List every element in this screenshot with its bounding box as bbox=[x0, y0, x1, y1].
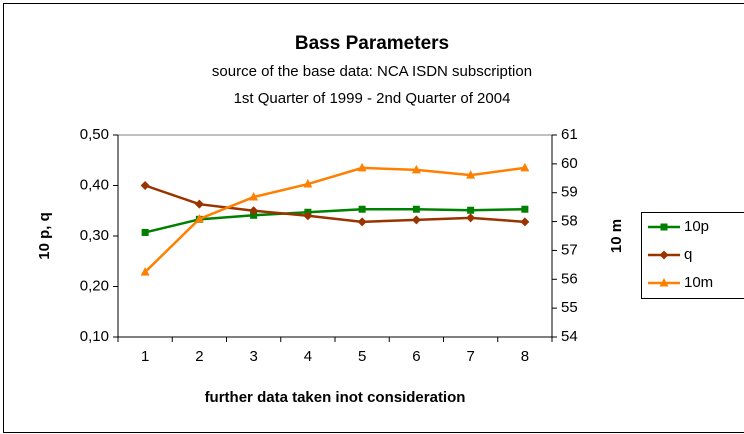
legend-label: q bbox=[684, 246, 692, 263]
chart-title: Bass Parameters bbox=[295, 33, 449, 54]
marker bbox=[659, 250, 669, 260]
marker bbox=[660, 223, 668, 231]
marker bbox=[466, 170, 476, 179]
y2-tick-label: 59 bbox=[561, 184, 578, 201]
marker bbox=[521, 205, 529, 213]
y2-tick-label: 54 bbox=[561, 328, 578, 345]
marker bbox=[303, 179, 313, 188]
x-tick-label: 5 bbox=[358, 348, 366, 365]
y-tick-label: 0,20 bbox=[80, 277, 109, 294]
marker bbox=[140, 267, 150, 276]
marker bbox=[141, 228, 149, 236]
x-tick-label: 2 bbox=[195, 348, 203, 365]
x-tick-label: 8 bbox=[521, 348, 529, 365]
x-tick-label: 3 bbox=[249, 348, 257, 365]
marker bbox=[249, 192, 259, 201]
marker bbox=[358, 205, 366, 213]
y2-tick-label: 55 bbox=[561, 299, 578, 316]
y2-tick-label: 56 bbox=[561, 270, 578, 287]
marker bbox=[249, 206, 259, 216]
series-line bbox=[144, 207, 525, 234]
chart-subtitle: 1st Quarter of 1999 - 2nd Quarter of 200… bbox=[234, 90, 511, 107]
marker bbox=[194, 213, 204, 223]
y-tick-label: 0,10 bbox=[80, 328, 109, 345]
x-tick-label: 7 bbox=[466, 348, 474, 365]
y2-tick-label: 61 bbox=[561, 126, 578, 143]
legend-label: 10p bbox=[684, 218, 709, 235]
marker bbox=[411, 164, 421, 174]
marker bbox=[303, 211, 313, 221]
y-tick-label: 0,40 bbox=[80, 176, 109, 193]
y-tick-label: 0,50 bbox=[80, 126, 109, 143]
y2-tick-label: 60 bbox=[561, 155, 578, 172]
x-tick-label: 4 bbox=[304, 348, 312, 365]
y2-tick-label: 58 bbox=[561, 213, 578, 230]
marker bbox=[466, 213, 476, 223]
x-tick-label: 1 bbox=[141, 348, 149, 365]
marker bbox=[520, 162, 530, 172]
y-axis-title: 10 p, q bbox=[36, 212, 53, 260]
marker bbox=[411, 215, 421, 225]
plot-area bbox=[117, 134, 553, 338]
marker bbox=[140, 181, 150, 190]
marker bbox=[194, 199, 204, 209]
y-tick-label: 0,30 bbox=[80, 227, 109, 244]
marker bbox=[250, 211, 258, 219]
legend-label: 10m bbox=[684, 274, 713, 291]
marker bbox=[467, 206, 475, 214]
marker bbox=[520, 217, 530, 227]
series-line bbox=[144, 184, 525, 224]
chart-subtitle: source of the base data: NCA ISDN subscr… bbox=[212, 63, 532, 80]
marker bbox=[357, 162, 367, 172]
series-line bbox=[144, 166, 526, 273]
marker bbox=[659, 278, 669, 287]
marker bbox=[357, 217, 367, 227]
x-axis-title: further data taken inot consideration bbox=[205, 389, 466, 406]
marker bbox=[412, 205, 420, 213]
y2-axis-title: 10 m bbox=[608, 219, 625, 253]
x-tick-label: 6 bbox=[412, 348, 420, 365]
y2-tick-label: 57 bbox=[561, 241, 578, 258]
